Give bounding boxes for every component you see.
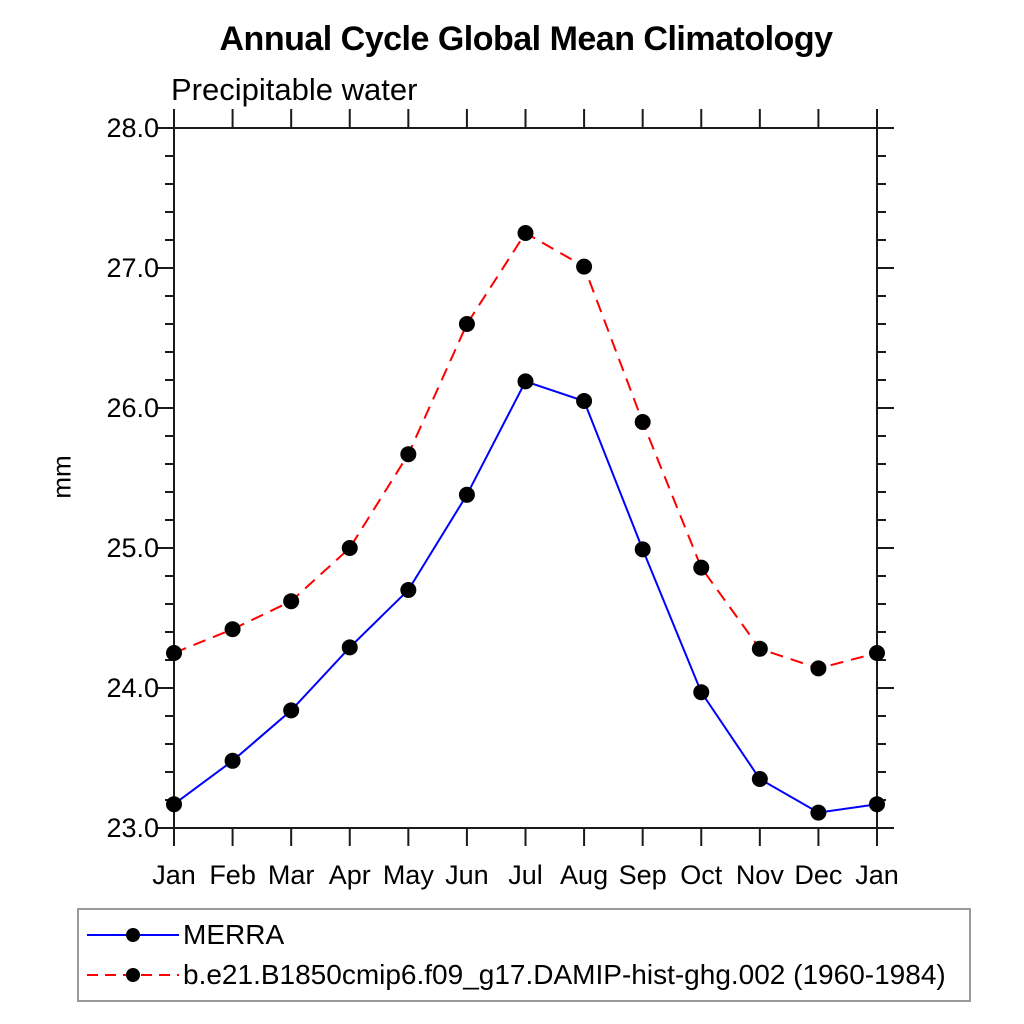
data-point-marker xyxy=(693,684,710,701)
data-point-marker xyxy=(576,258,593,275)
x-tick-label: Jan xyxy=(152,860,196,890)
legend-line-sample-dashed xyxy=(87,968,179,982)
data-point-marker xyxy=(634,541,651,558)
data-point-marker xyxy=(693,559,710,576)
chart-subtitle: Precipitable water xyxy=(171,72,418,107)
legend-box: MERRA b.e21.B1850cmip6.f09_g17.DAMIP-his… xyxy=(77,908,971,1002)
data-point-marker xyxy=(458,316,475,332)
x-tick-label: Jun xyxy=(445,860,489,890)
data-point-marker xyxy=(224,621,241,638)
legend-label: b.e21.B1850cmip6.f09_g17.DAMIP-hist-ghg.… xyxy=(183,959,946,990)
x-tick-label: Jul xyxy=(508,860,543,890)
data-point-marker xyxy=(634,414,651,430)
data-point-marker xyxy=(341,639,358,656)
legend-marker-dot xyxy=(126,928,140,942)
x-tick-label: Sep xyxy=(619,860,667,890)
y-tick-label: 26.0 xyxy=(106,393,159,423)
x-tick-label: Apr xyxy=(329,860,371,890)
x-tick-label: Dec xyxy=(794,860,842,890)
data-point-marker xyxy=(283,702,300,719)
y-tick-label: 27.0 xyxy=(106,253,159,283)
y-tick-label: 28.0 xyxy=(106,113,159,143)
series-line-0 xyxy=(173,380,878,814)
y-tick-label: 24.0 xyxy=(106,673,159,703)
x-tick-label: Jan xyxy=(855,860,899,890)
y-tick-label: 23.0 xyxy=(106,813,159,843)
x-tick-label: Nov xyxy=(736,860,785,890)
data-point-marker xyxy=(400,582,417,598)
data-point-marker xyxy=(576,393,593,409)
data-point-marker xyxy=(517,225,534,241)
legend-item-model: b.e21.B1850cmip6.f09_g17.DAMIP-hist-ghg.… xyxy=(79,958,969,992)
x-tick-label: Mar xyxy=(268,860,315,890)
data-point-marker xyxy=(166,645,182,661)
data-point-marker xyxy=(869,796,885,813)
data-point-marker xyxy=(458,486,475,503)
data-point-marker xyxy=(341,540,358,556)
y-tick-label: 25.0 xyxy=(106,533,159,563)
x-tick-label: Feb xyxy=(209,860,256,890)
legend-marker-dot xyxy=(126,968,140,982)
x-tick-label: Oct xyxy=(680,860,723,890)
data-point-marker xyxy=(810,660,827,677)
data-point-marker xyxy=(869,645,885,661)
data-point-marker xyxy=(283,593,300,610)
legend-line-sample-solid xyxy=(87,928,179,942)
data-point-marker xyxy=(166,796,182,813)
data-point-marker xyxy=(224,752,241,769)
x-tick-label: Aug xyxy=(560,860,608,890)
x-tick-label: May xyxy=(383,860,435,890)
legend-label: MERRA xyxy=(183,919,285,950)
data-point-marker xyxy=(751,640,768,657)
series-line-1 xyxy=(173,231,878,670)
data-point-marker xyxy=(517,373,534,390)
data-point-marker xyxy=(810,804,827,821)
data-point-marker xyxy=(751,771,768,787)
plot-area: Jan Feb Mar Apr May Jun Jul Aug Sep Oct Nov Dec Jan 2… xyxy=(106,109,899,890)
data-point-marker xyxy=(400,446,417,463)
legend-item-merra: MERRA xyxy=(79,918,969,952)
chart-title: Annual Cycle Global Mean Climatology xyxy=(219,20,834,58)
